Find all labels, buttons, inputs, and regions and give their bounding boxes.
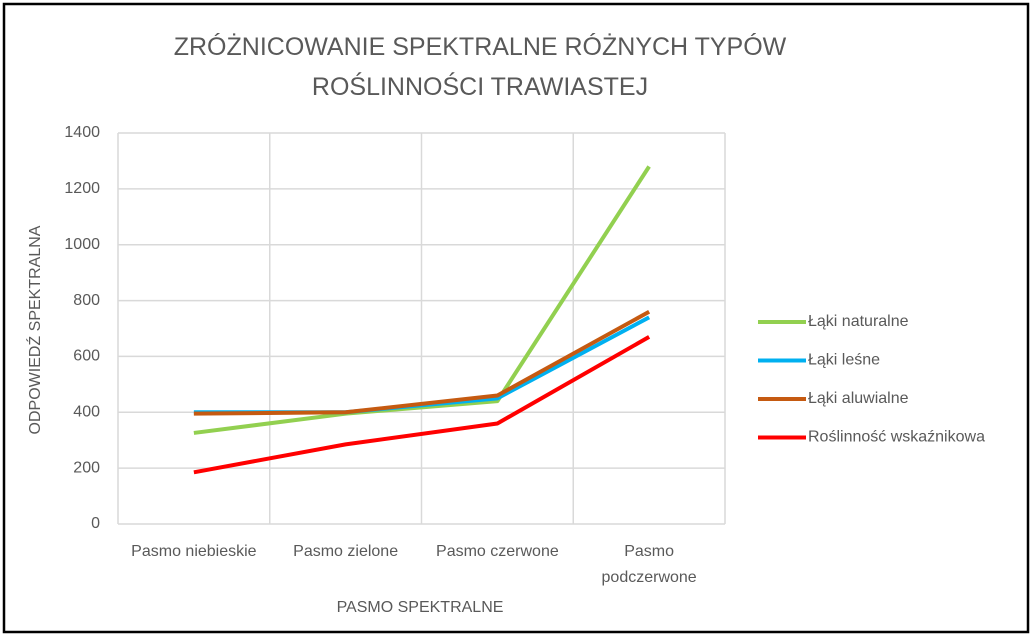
x-tick-label: Pasmo niebieskie <box>131 543 257 560</box>
y-tick-label: 400 <box>73 404 100 421</box>
legend-label: Łąki leśne <box>808 352 880 369</box>
legend-label: Roślinność wskaźnikowa <box>808 429 985 446</box>
series-line <box>193 309 651 416</box>
legend-label: Łąki aluwialne <box>808 390 909 407</box>
y-tick-label: 200 <box>73 459 100 476</box>
y-tick-label: 1200 <box>64 180 100 197</box>
y-tick-label: 800 <box>73 292 100 309</box>
x-tick-label: Pasmo czerwone <box>436 543 559 560</box>
series-line <box>193 165 651 435</box>
x-tick-label: Pasmo zielone <box>293 543 398 560</box>
x-tick-label: Pasmo podczerwone <box>602 543 697 586</box>
y-tick-label: 600 <box>73 348 100 365</box>
series-line <box>193 335 651 475</box>
y-tick-label: 1400 <box>64 124 100 141</box>
legend-label: Łąki naturalne <box>808 313 909 330</box>
x-axis-label: PASMO SPEKTRALNE <box>337 599 504 616</box>
chart-title: ZRÓŻNICOWANIE SPEKTRALNE RÓŻNYCH TYPÓW RO… <box>174 32 787 101</box>
y-tick-label: 0 <box>91 515 100 532</box>
y-axis-label: ODPOWIEDŹ SPEKTRALNA <box>25 225 44 434</box>
y-tick-label: 1000 <box>64 236 100 253</box>
